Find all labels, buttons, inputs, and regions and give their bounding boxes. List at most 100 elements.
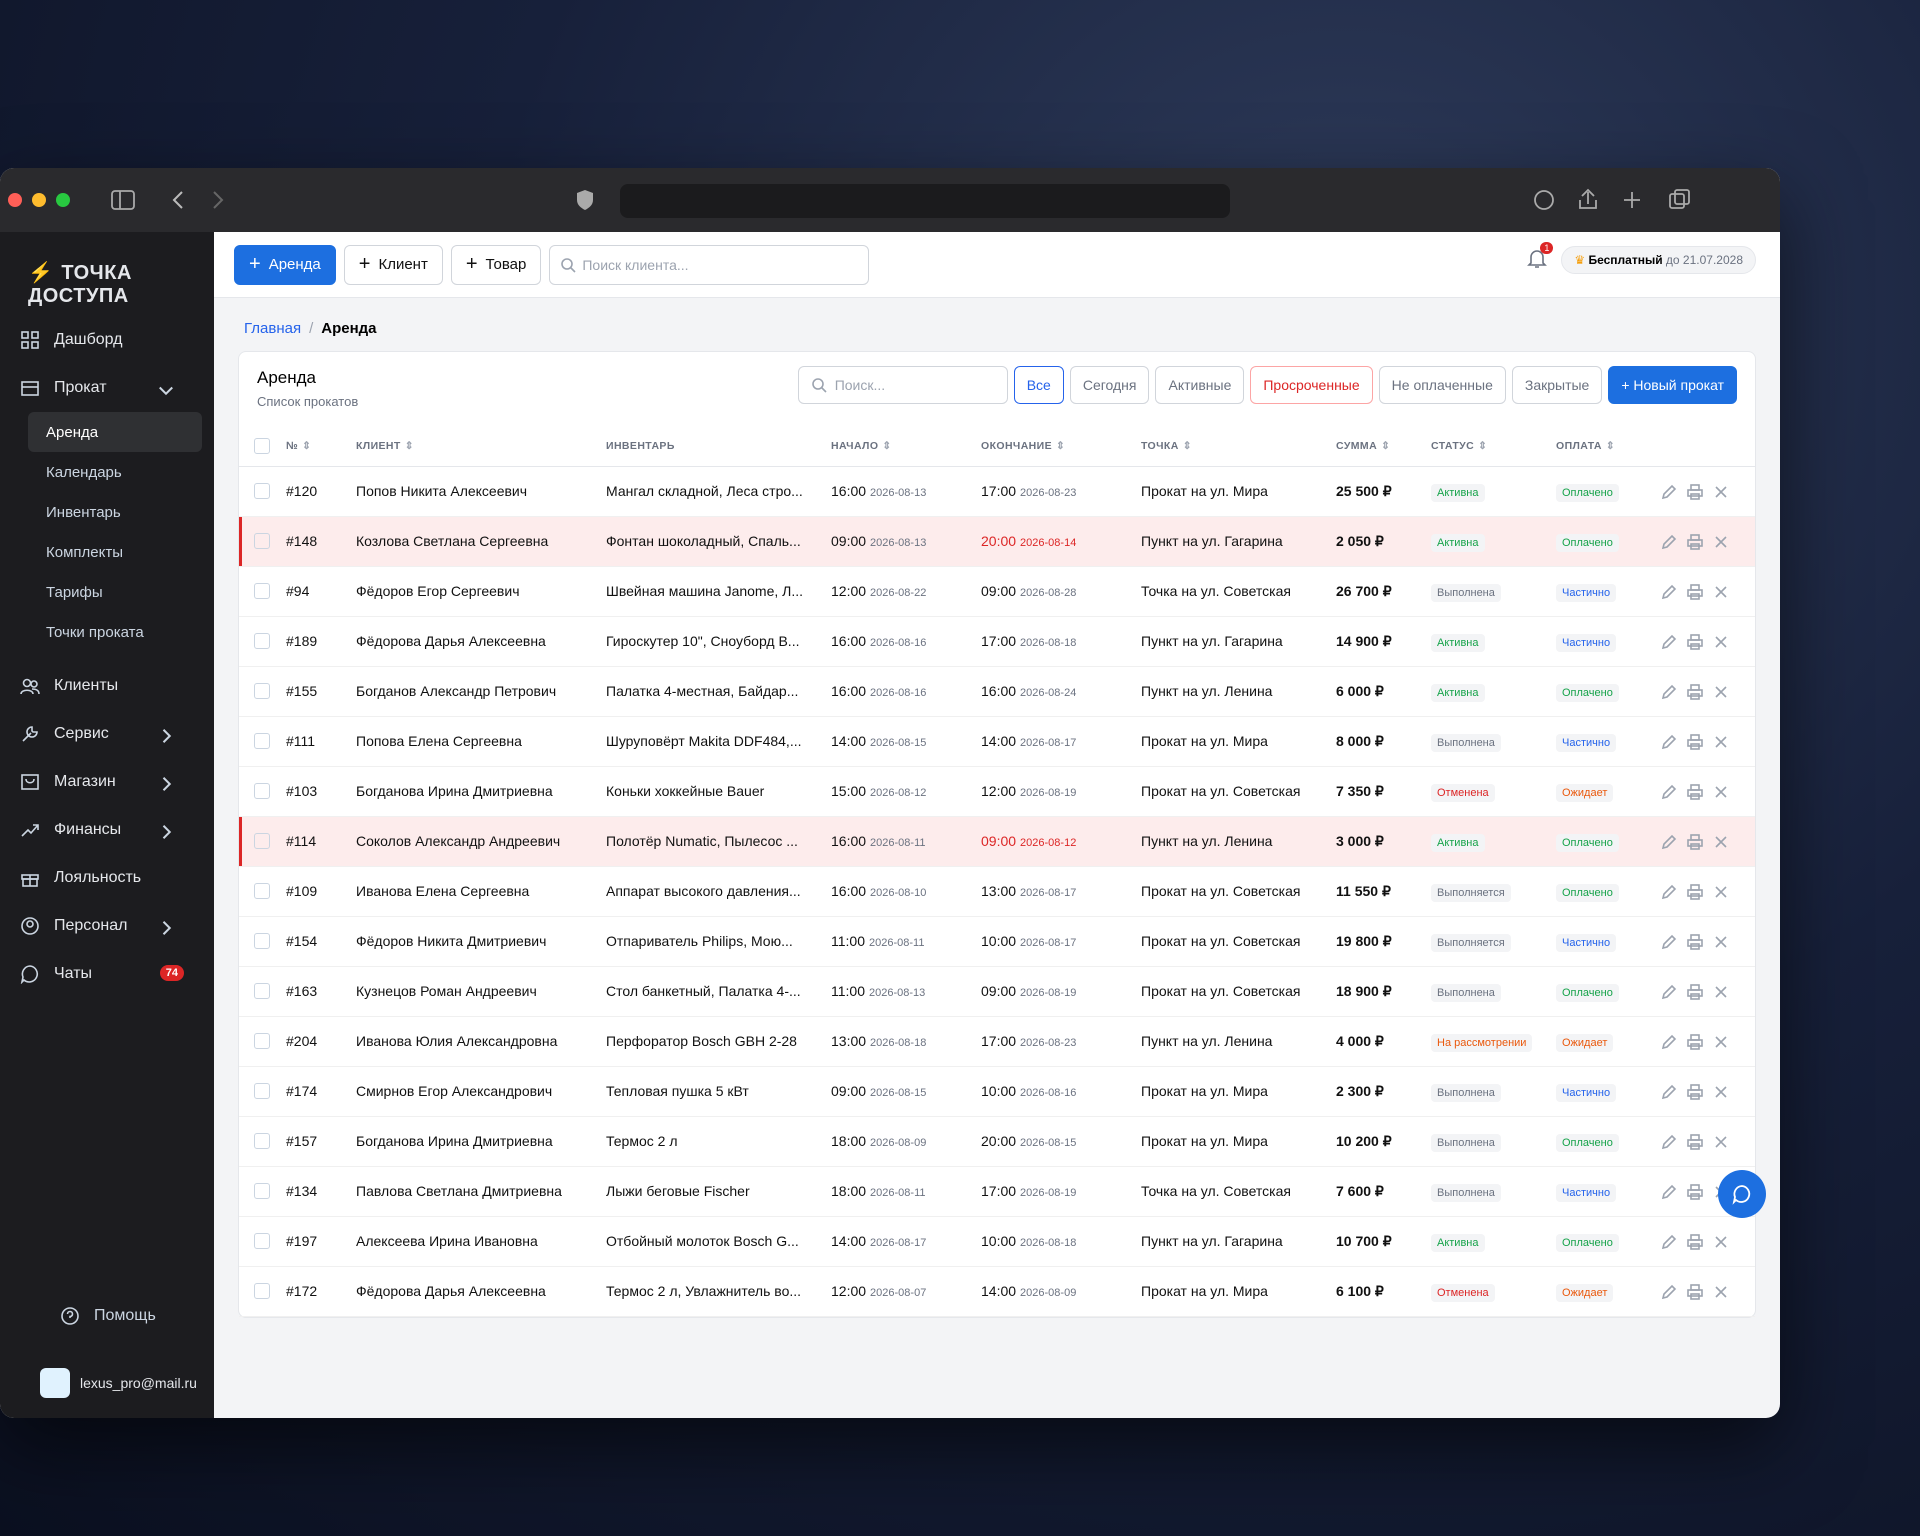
row-checkbox[interactable] [254, 1133, 270, 1149]
edit-action[interactable] [1661, 734, 1677, 750]
menu-item[interactable]: Персонал [0, 902, 214, 950]
sidebar-toggle[interactable] [110, 188, 136, 212]
row-checkbox[interactable] [254, 533, 270, 549]
address-bar[interactable] [620, 184, 1230, 218]
filter-button[interactable]: Все [1013, 366, 1064, 404]
delete-action[interactable] [1713, 1034, 1729, 1050]
delete-action[interactable] [1713, 684, 1729, 700]
filter-button[interactable]: Активные [1155, 366, 1245, 404]
table-row[interactable]: #204 Иванова Юлия Александровна Перфоратор… [239, 1016, 1755, 1067]
submenu-item[interactable]: Инвентарь [0, 492, 214, 532]
submenu-item[interactable]: Точки проката [0, 612, 214, 652]
print-action[interactable] [1687, 1283, 1703, 1300]
menu-item[interactable]: Прокат [0, 364, 214, 412]
row-checkbox[interactable] [254, 483, 270, 499]
delete-action[interactable] [1713, 584, 1729, 600]
breadcrumb-home[interactable]: Главная [244, 320, 302, 337]
edit-action[interactable] [1661, 934, 1677, 950]
row-checkbox[interactable] [254, 783, 270, 799]
delete-action[interactable] [1713, 634, 1729, 650]
select-all[interactable] [254, 437, 270, 454]
edit-action[interactable] [1661, 1034, 1677, 1050]
filter-button[interactable]: Сегодня [1069, 366, 1150, 404]
edit-action[interactable] [1661, 1184, 1677, 1200]
table-row[interactable]: #134 Павлова Светлана Дмитриевна Лыжи бего… [239, 1166, 1755, 1217]
delete-action[interactable] [1713, 484, 1729, 500]
menu-item[interactable]: Лояльность [0, 854, 214, 902]
row-checkbox[interactable] [254, 633, 270, 649]
edit-action[interactable] [1661, 534, 1677, 550]
row-checkbox[interactable] [254, 1183, 270, 1199]
chat-button[interactable] [1718, 1170, 1766, 1218]
table-row[interactable]: #148 Козлова Светлана Сергеевна Фонтан шок… [239, 516, 1755, 567]
row-checkbox[interactable] [254, 683, 270, 699]
delete-action[interactable] [1713, 1084, 1729, 1100]
edit-action[interactable] [1661, 634, 1677, 650]
table-search[interactable]: Поиск... [797, 366, 1008, 404]
plan-pill[interactable]: ♛ Бесплатный до 21.07.2028 [1561, 246, 1756, 274]
print-action[interactable] [1687, 483, 1703, 500]
notifications[interactable]: 1 [1527, 241, 1554, 273]
delete-action[interactable] [1713, 534, 1729, 550]
edit-action[interactable] [1661, 1134, 1677, 1150]
row-checkbox[interactable] [254, 983, 270, 999]
print-action[interactable] [1687, 1133, 1703, 1150]
table-row[interactable]: #163 Кузнецов Роман Андреевич Стол банкетн… [239, 966, 1755, 1017]
row-checkbox[interactable] [254, 1033, 270, 1049]
table-row[interactable]: #111 Попова Елена Сергеевна Шуруповёрт Mak… [239, 716, 1755, 767]
nav-buttons[interactable] [170, 188, 230, 212]
new-rental-button[interactable]: + Новый прокат [1608, 366, 1737, 404]
row-checkbox[interactable] [254, 833, 270, 849]
submenu-item[interactable]: Комплекты [0, 532, 214, 572]
submenu-item[interactable]: Аренда [28, 412, 202, 452]
table-row[interactable]: #155 Богданов Александр Петрович Палатка 4… [239, 666, 1755, 717]
edit-action[interactable] [1661, 1234, 1677, 1250]
delete-action[interactable] [1713, 1234, 1729, 1250]
menu-item[interactable]: Финансы [0, 806, 214, 854]
new-product-button[interactable]: + Товар [450, 244, 542, 285]
filter-button[interactable]: Не оплаченные [1378, 366, 1506, 404]
table-row[interactable]: #154 Фёдоров Никита Дмитриевич Отпаривател… [239, 916, 1755, 967]
delete-action[interactable] [1713, 784, 1729, 800]
table-row[interactable]: #103 Богданова Ирина Дмитриевна Коньки хок… [239, 766, 1755, 817]
table-row[interactable]: #172 Фёдорова Дарья Алексеевна Термос 2 л,… [239, 1266, 1755, 1317]
row-checkbox[interactable] [254, 1083, 270, 1099]
delete-action[interactable] [1713, 934, 1729, 950]
table-row[interactable]: #120 Попов Никита Алексеевич Мангал складн… [239, 466, 1755, 517]
print-action[interactable] [1687, 933, 1703, 950]
print-action[interactable] [1687, 533, 1703, 550]
edit-action[interactable] [1661, 784, 1677, 800]
print-action[interactable] [1687, 1033, 1703, 1050]
print-action[interactable] [1687, 783, 1703, 800]
row-checkbox[interactable] [254, 733, 270, 749]
filter-button[interactable]: Просроченные [1250, 366, 1373, 404]
table-row[interactable]: #197 Алексеева Ирина Ивановна Отбойный мол… [239, 1216, 1755, 1267]
client-search[interactable]: Поиск клиента... [549, 244, 870, 285]
delete-action[interactable] [1713, 734, 1729, 750]
minimize-button[interactable] [32, 193, 46, 207]
edit-action[interactable] [1661, 884, 1677, 900]
new-rental-button[interactable]: + Аренда [234, 244, 336, 285]
help-link[interactable]: Помощь [40, 1292, 156, 1340]
row-checkbox[interactable] [254, 933, 270, 949]
edit-action[interactable] [1661, 484, 1677, 500]
row-checkbox[interactable] [254, 583, 270, 599]
print-action[interactable] [1687, 1233, 1703, 1250]
edit-action[interactable] [1661, 684, 1677, 700]
zoom-button[interactable] [56, 193, 70, 207]
print-action[interactable] [1687, 583, 1703, 600]
table-row[interactable]: #109 Иванова Елена Сергеевна Аппарат высок… [239, 866, 1755, 917]
table-row[interactable]: #94 Фёдоров Егор Сергеевич Швейная машина … [239, 566, 1755, 617]
table-row[interactable]: #174 Смирнов Егор Александрович Тепловая п… [239, 1066, 1755, 1117]
table-row[interactable]: #114 Соколов Александр Андреевич Полотёр N… [239, 816, 1755, 867]
print-action[interactable] [1687, 883, 1703, 900]
print-action[interactable] [1687, 833, 1703, 850]
delete-action[interactable] [1713, 884, 1729, 900]
edit-action[interactable] [1661, 584, 1677, 600]
browser-actions[interactable] [1530, 186, 1760, 214]
edit-action[interactable] [1661, 834, 1677, 850]
edit-action[interactable] [1661, 984, 1677, 1000]
delete-action[interactable] [1713, 984, 1729, 1000]
user-profile[interactable]: lexus_pro@mail.ru [40, 1368, 197, 1398]
filter-button[interactable]: Закрытые [1511, 366, 1603, 404]
